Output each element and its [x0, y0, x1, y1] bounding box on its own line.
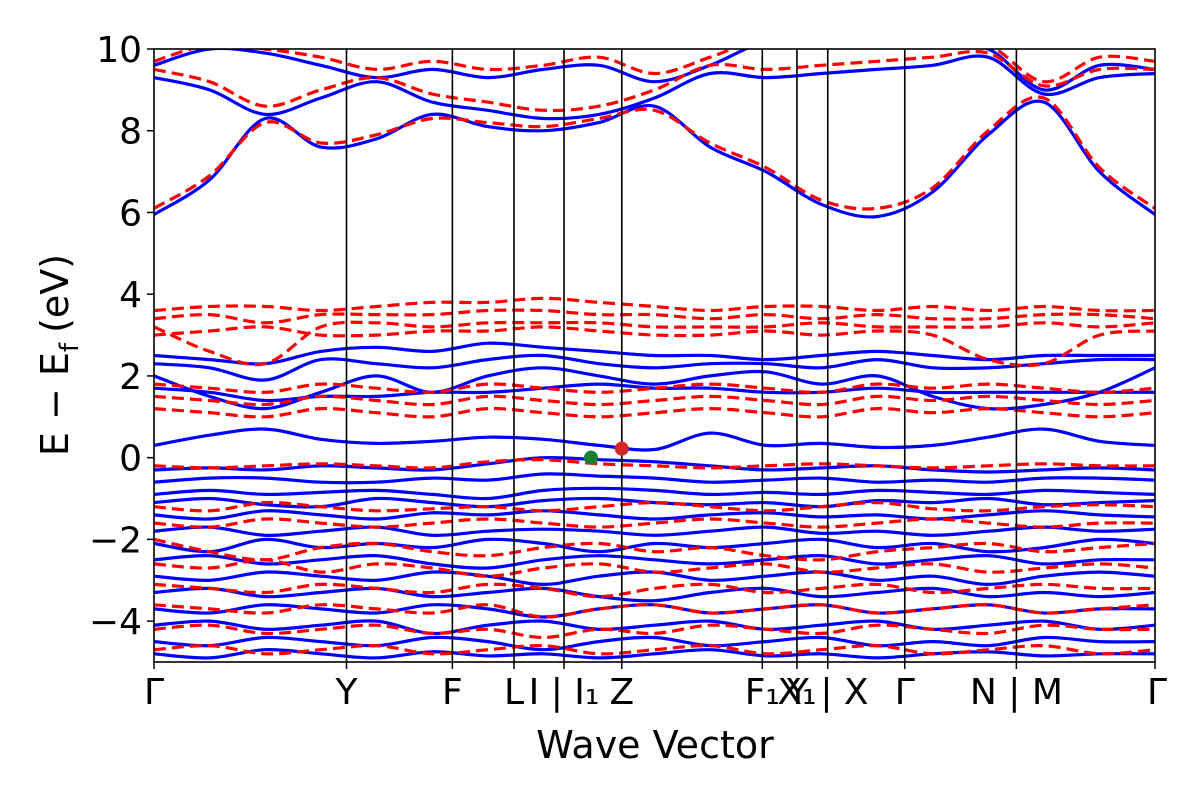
highlight-point — [614, 441, 629, 456]
x-tick-label: L — [504, 672, 524, 713]
blue-band-3 — [154, 341, 1155, 366]
x-axis-label: Wave Vector — [536, 723, 774, 767]
y-tick-label: 8 — [119, 112, 142, 153]
plot-frame — [153, 48, 1156, 663]
blue-band-20 — [154, 635, 1155, 652]
red-dashed-band-12 — [154, 517, 1155, 529]
blue-band-8 — [154, 455, 1155, 474]
y-tick-label: 10 — [96, 30, 142, 71]
high-symmetry-lines — [345, 49, 1018, 662]
y-axis-label-sub: f — [55, 342, 85, 352]
blue-band-10 — [154, 486, 1155, 501]
x-tick-label: Γ — [895, 672, 915, 713]
blue-band-9 — [154, 472, 1155, 485]
x-tick-label: F — [442, 672, 463, 713]
blue-band-13 — [154, 525, 1155, 537]
y-tick-label: −2 — [89, 520, 142, 561]
y-axis-label: E − Ef (eV) — [33, 254, 85, 456]
y-axis-label-unit: (eV) — [33, 254, 77, 333]
red-dashed-band-7 — [154, 382, 1155, 394]
blue-band-1 — [154, 54, 1155, 121]
blue-band-21 — [154, 648, 1155, 660]
y-tick-label: 0 — [119, 439, 142, 480]
x-tick-label: Y — [335, 672, 359, 713]
y-axis-ticks: −4 −2 0 2 4 6 8 10 — [89, 30, 154, 643]
x-tick-label: F₁ — [745, 672, 780, 713]
blue-band-19 — [154, 619, 1155, 636]
blue-band-0 — [154, 99, 1155, 219]
red-dashed-band-13 — [154, 537, 1155, 562]
red-dashed-band-0 — [154, 95, 1155, 211]
red-dashed-band-6 — [154, 325, 1155, 368]
blue-band-16 — [154, 570, 1155, 587]
red-dashed-band-3 — [154, 296, 1155, 313]
highlight-point — [583, 450, 598, 465]
x-tick-label: I | I₁ — [529, 672, 600, 713]
highlight-points — [583, 441, 629, 465]
red-dashed-band-8 — [154, 394, 1155, 407]
red-dashed-band-11 — [154, 500, 1155, 513]
red-dashed-band-9 — [154, 406, 1155, 419]
red-dashed-band-4 — [154, 308, 1155, 325]
blue-band-15 — [154, 554, 1155, 570]
blue-band-17 — [154, 586, 1155, 603]
y-tick-label: 2 — [119, 357, 142, 398]
blue-band-2 — [154, 49, 1155, 92]
red-dashed-band-14 — [154, 558, 1155, 578]
red-dashed-band-16 — [154, 603, 1155, 619]
red-dashed-band-10 — [154, 458, 1155, 470]
red-dashed-band-15 — [154, 582, 1155, 599]
y-tick-label: −4 — [89, 602, 142, 643]
red-dashed-band-2 — [154, 49, 1155, 84]
y-tick-label: 4 — [119, 275, 142, 316]
red-dashed-band-18 — [154, 644, 1155, 656]
x-tick-label: X₁ — [777, 672, 816, 713]
band-lines — [154, 49, 1155, 660]
blue-band-7 — [154, 427, 1155, 452]
x-tick-label: N | M — [970, 672, 1063, 713]
x-tick-label: Y | X — [786, 672, 869, 713]
y-axis-label-main: E − E — [33, 352, 77, 456]
x-tick-label: Γ — [1147, 672, 1167, 713]
y-tick-label: 6 — [119, 193, 142, 234]
x-tick-label: Γ — [144, 672, 164, 713]
red-dashed-band-17 — [154, 623, 1155, 640]
blue-band-12 — [154, 509, 1155, 521]
blue-band-4 — [154, 353, 1155, 382]
red-dashed-band-5 — [154, 320, 1155, 367]
x-tick-label: Z — [609, 672, 634, 713]
